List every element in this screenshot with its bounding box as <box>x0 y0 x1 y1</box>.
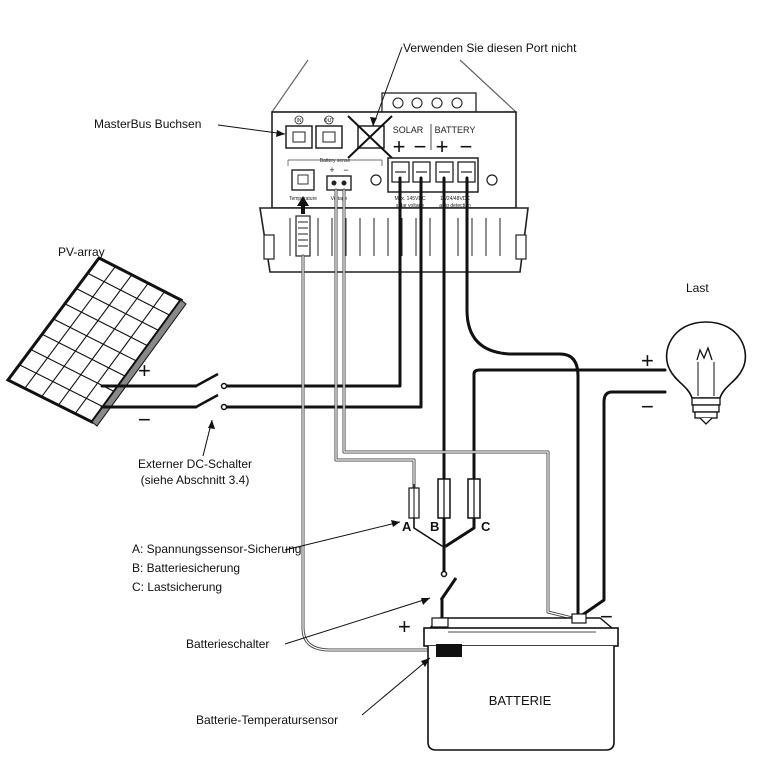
voltage-minus: − <box>343 165 348 175</box>
load-minus-sign: − <box>641 394 654 419</box>
fuse-c <box>467 474 481 522</box>
battery-unit: BATTERIE <box>423 613 619 751</box>
pv-array-panel <box>5 256 187 427</box>
battery-voltage-note-2: auto detection <box>439 203 471 209</box>
fuse-letter-c: C <box>481 519 491 534</box>
voltage-terminal <box>326 175 352 191</box>
pv-cell-grid <box>19 266 171 414</box>
pv-grid-line <box>30 349 115 392</box>
dc-switch-label-1: Externer DC-Schalter <box>138 457 252 471</box>
battery-negative-post <box>571 613 587 624</box>
wiring <box>100 176 667 652</box>
masterbus-label: MasterBus Buchsen <box>94 117 201 131</box>
arrow-temp-sensor <box>421 658 430 667</box>
charge-controller: IN OUT Battery sense Temperature + − Vol… <box>259 59 529 273</box>
battery-plus-sign: + <box>398 614 411 639</box>
battery-voltage-note-1: 12/24/48VDC <box>440 196 470 202</box>
solar-minus-sign: − <box>414 134 427 159</box>
pv-grid-line <box>64 303 148 347</box>
pv-plus-sign: + <box>138 358 151 383</box>
cross-out-mark <box>347 115 393 159</box>
arrow-dc-switch <box>208 420 215 429</box>
mount-screw-right <box>486 174 498 186</box>
battery-plus-sign: + <box>436 134 449 159</box>
port-out-label: OUT <box>324 118 335 124</box>
pv-grid-line <box>19 364 104 408</box>
pv-grid-line <box>53 318 137 362</box>
battery-temp-sensor-block <box>436 644 462 657</box>
battery-switch-label: Batterieschalter <box>186 637 269 651</box>
fuse-a-description: A: Spannungssensor-Sicherung <box>132 542 301 556</box>
battery-switch[interactable] <box>439 570 458 601</box>
arrow-port-warning <box>370 117 377 126</box>
pv-grid-line <box>87 272 171 316</box>
fuse-a <box>408 484 420 522</box>
port-warning-label: Verwenden Sie diesen Port nicht <box>403 41 577 55</box>
battery-terminal-label: BATTERY <box>435 125 476 135</box>
voltage-label: Voltage <box>331 196 348 202</box>
pv-grid-line <box>41 333 126 377</box>
battery-negative-wire <box>465 176 580 620</box>
fuse-c-link <box>444 516 476 548</box>
external-dc-switch[interactable] <box>195 372 228 411</box>
battery-positive-post <box>431 617 449 628</box>
fuse-b-description: B: Batteriesicherung <box>132 561 240 575</box>
arrow-fuse-a <box>391 520 400 527</box>
temperature-plug <box>295 196 311 257</box>
pv-grid-line <box>76 288 159 331</box>
solar-voltage-note-2: solar voltage <box>396 203 425 209</box>
solar-voltage-note-1: Max. 145VDC <box>394 196 426 202</box>
solar-label: SOLAR <box>393 125 424 135</box>
load-positive-wire <box>472 368 667 481</box>
arrow-masterbus <box>276 130 285 137</box>
battery-temp-sensor-label: Batterie-Temperatursensor <box>196 713 338 727</box>
mount-screw-left <box>370 174 382 186</box>
pv-array-label: PV-array <box>58 245 105 259</box>
port-in-label: IN <box>297 118 302 124</box>
fuse-letter-a: A <box>402 519 412 534</box>
load-negative-wire <box>576 390 667 620</box>
pv-positive-wire <box>100 176 402 388</box>
load-label: Last <box>686 281 709 295</box>
solar-plus-sign: + <box>393 134 406 159</box>
battery-minus-sign: − <box>600 604 613 629</box>
load-bulb <box>665 321 747 425</box>
fuse-c-description: C: Lastsicherung <box>132 580 222 594</box>
pv-minus-sign: − <box>138 407 151 432</box>
load-plus-sign: + <box>641 348 654 373</box>
arrow-battery-switch <box>421 598 430 605</box>
battery-label: BATTERIE <box>489 693 552 708</box>
battery-minus-sign: − <box>460 134 473 159</box>
fuse-letter-b: B <box>430 519 439 534</box>
fuse-b <box>437 474 451 522</box>
dc-switch-label-2: (siehe Abschnitt 3.4) <box>141 473 250 487</box>
pv-negative-wire <box>100 176 423 409</box>
voltage-plus: + <box>329 165 334 175</box>
battery-sense-label: Battery sense <box>320 158 351 164</box>
